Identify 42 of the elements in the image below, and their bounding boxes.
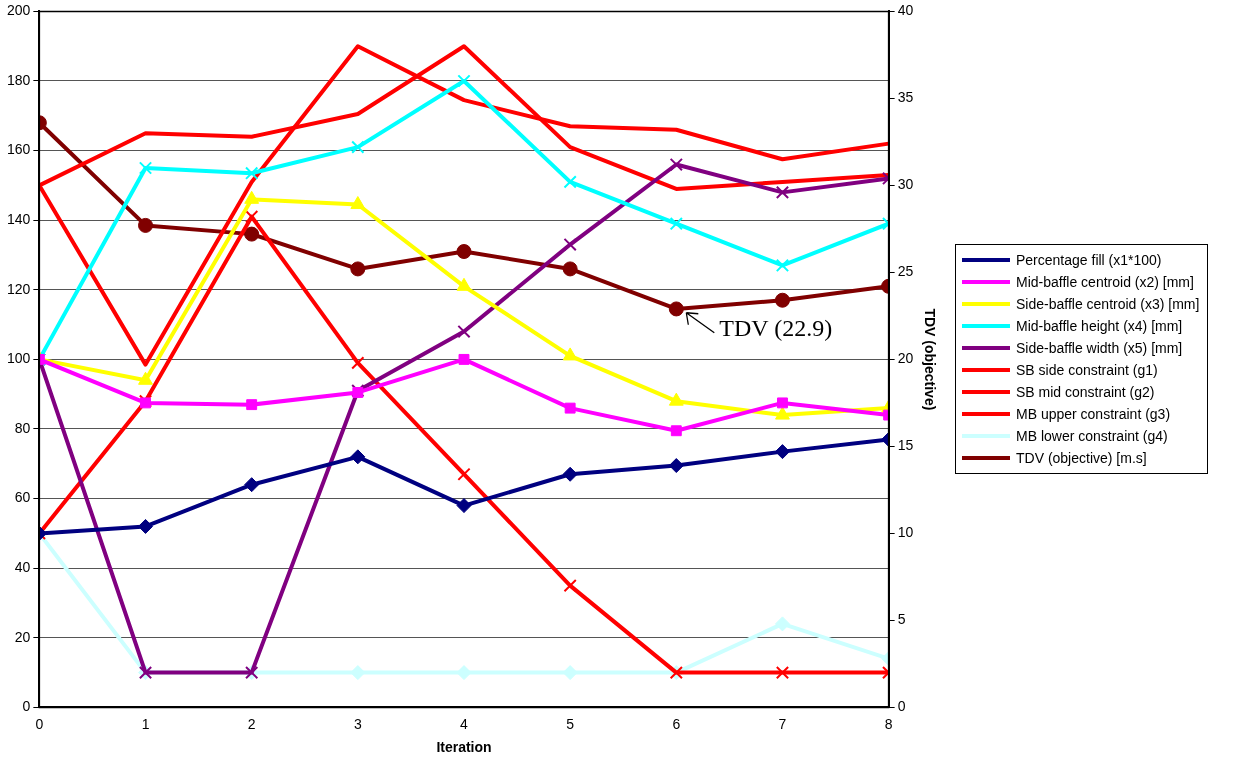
y-tick-label: 60 <box>14 489 31 506</box>
legend-label: Side-baffle centroid (x3) [mm] <box>1016 295 1200 315</box>
x-tick-label: 8 <box>884 715 893 732</box>
x-tick-label: 6 <box>672 715 681 732</box>
legend-label: Mid-baffle centroid (x2) [mm] <box>1016 273 1194 293</box>
y-tick-label: 80 <box>14 419 31 436</box>
legend-label: SB side constraint (g1) <box>1016 361 1158 381</box>
y2-tick-label: 25 <box>897 263 914 280</box>
x-tick-label: 5 <box>566 715 575 732</box>
y-tick-label: 40 <box>14 559 31 576</box>
y-tick-label: 100 <box>7 350 31 367</box>
y2-axis-title: TDV (objective) <box>921 308 938 411</box>
y2-tick-label: 40 <box>897 2 914 19</box>
legend-label: Side-baffle width (x5) [mm] <box>1016 339 1183 359</box>
legend-label: MB upper constraint (g3) <box>1016 405 1171 425</box>
x-tick-label: 4 <box>460 715 469 732</box>
y2-tick-label: 20 <box>897 350 914 367</box>
annotation: TDV (22.9) <box>719 314 833 342</box>
legend-label: Mid-baffle height (x4) [mm] <box>1016 317 1183 337</box>
y-tick-label: 200 <box>7 2 31 19</box>
y2-tick-label: 30 <box>897 176 914 193</box>
y-tick-label: 140 <box>7 211 31 228</box>
y2-tick-label: 5 <box>897 611 906 628</box>
x-axis-title: Iteration <box>436 739 492 756</box>
y-tick-label: 160 <box>7 141 31 158</box>
x-tick-label: 0 <box>35 715 44 732</box>
x-tick-label: 3 <box>353 715 362 732</box>
y2-tick-label: 0 <box>897 698 906 715</box>
y2-tick-label: 15 <box>897 437 914 454</box>
legend-label: Percentage fill (x1*100) <box>1016 251 1162 271</box>
y-tick-label: 0 <box>22 698 31 715</box>
legend-label: TDV (objective) [m.s] <box>1016 449 1147 469</box>
x-tick-label: 2 <box>247 715 256 732</box>
y-tick-label: 120 <box>7 280 31 297</box>
y2-tick-label: 10 <box>897 524 914 541</box>
x-tick-label: 1 <box>141 715 150 732</box>
legend-label: MB lower constraint (g4) <box>1016 427 1168 447</box>
y2-tick-label: 35 <box>897 89 914 106</box>
x-tick-label: 7 <box>778 715 787 732</box>
legend-label: SB mid constraint (g2) <box>1016 383 1155 403</box>
y-tick-label: 20 <box>14 628 31 645</box>
y-tick-label: 180 <box>7 71 31 88</box>
